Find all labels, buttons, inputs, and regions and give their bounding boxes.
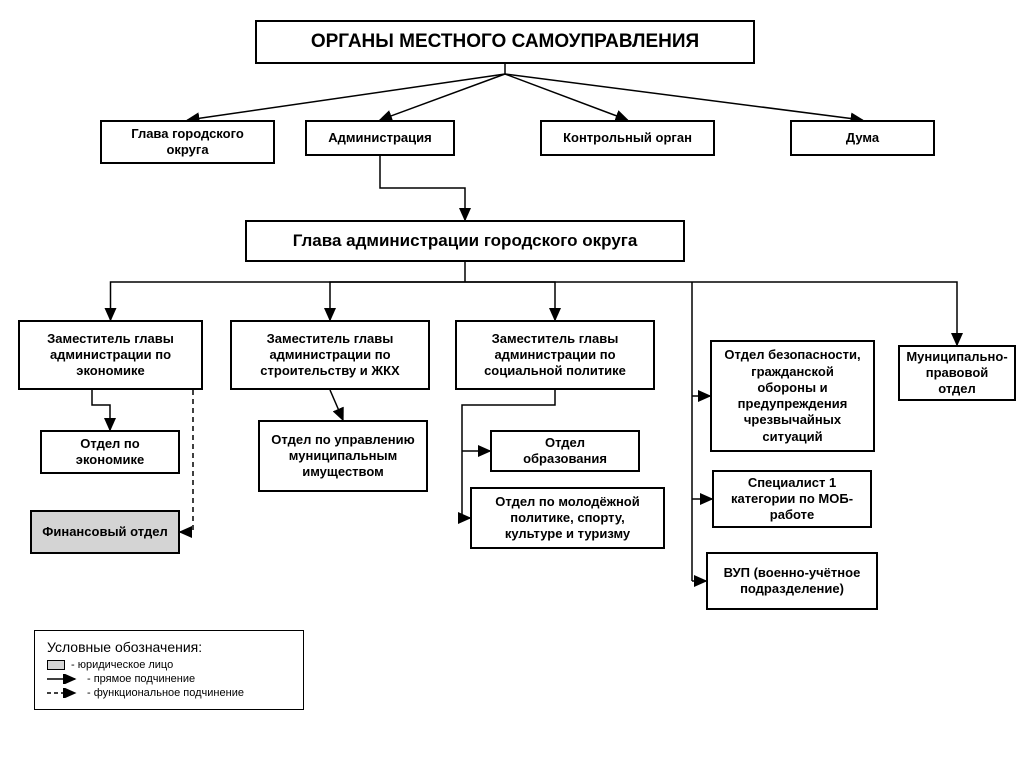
legend-row-direct: - прямое подчинение [47, 673, 291, 685]
node-vup: ВУП (военно-учётное подразделение) [706, 552, 878, 610]
node-dep_econ: Заместитель главы администрации по эконо… [18, 320, 203, 390]
legend-row-functional: - функциональное подчинение [47, 687, 291, 699]
node-dep_social: Заместитель главы администрации по социа… [455, 320, 655, 390]
legend-row-legal-entity: - юридическое лицо [47, 659, 291, 671]
node-duma: Дума [790, 120, 935, 156]
legend-title: Условные обозначения: [47, 639, 291, 655]
legend-swatch-icon [47, 660, 65, 670]
legend-label: - функциональное подчинение [87, 687, 244, 699]
node-legal_dept: Муниципально-правовой отдел [898, 345, 1016, 401]
node-youth_dept: Отдел по молодёжной политике, спорту, ку… [470, 487, 665, 549]
node-fin_dept: Финансовый отдел [30, 510, 180, 554]
node-admin: Администрация [305, 120, 455, 156]
legend-label: - юридическое лицо [71, 659, 173, 671]
node-dep_build: Заместитель главы администрации по строи… [230, 320, 430, 390]
node-safety_dept: Отдел безопасности, гражданской обороны … [710, 340, 875, 452]
node-control: Контрольный орган [540, 120, 715, 156]
node-econ_dept: Отдел по экономике [40, 430, 180, 474]
node-root: ОРГАНЫ МЕСТНОГО САМОУПРАВЛЕНИЯ [255, 20, 755, 64]
legend-label: - прямое подчинение [87, 673, 195, 685]
node-head_okrug: Глава городского округа [100, 120, 275, 164]
node-property_dept: Отдел по управлению муниципальным имущес… [258, 420, 428, 492]
solid-arrow-icon [47, 674, 81, 684]
node-edu_dept: Отдел образования [490, 430, 640, 472]
dashed-arrow-icon [47, 688, 81, 698]
node-head_admin: Глава администрации городского округа [245, 220, 685, 262]
node-mob_spec: Специалист 1 категории по МОБ-работе [712, 470, 872, 528]
legend-box: Условные обозначения: - юридическое лицо… [34, 630, 304, 710]
